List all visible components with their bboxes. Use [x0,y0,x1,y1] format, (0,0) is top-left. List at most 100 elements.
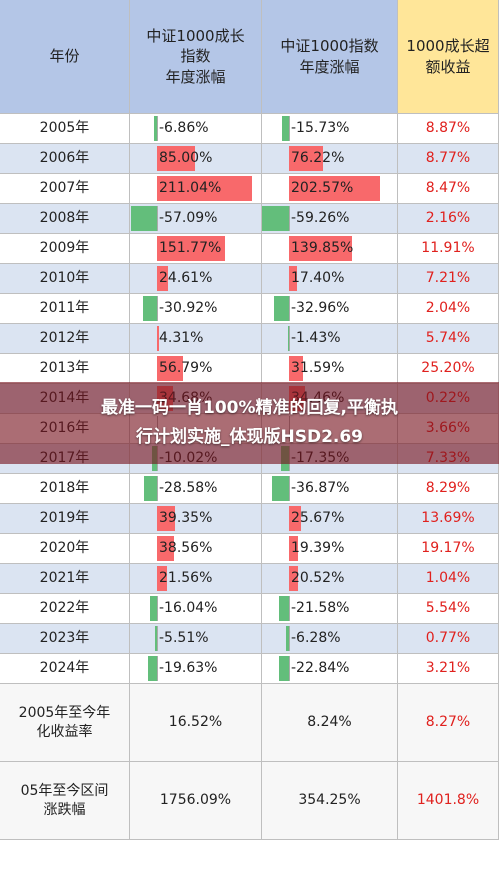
index-return-cell: 19.39% [262,534,398,564]
negative-bar [274,296,289,321]
year-cell: 2009年 [0,234,130,264]
year-cell: 2010年 [0,264,130,294]
negative-bar [149,596,157,621]
growth-return-cell: 56.79% [130,354,262,384]
year-cell: 2007年 [0,174,130,204]
zero-axis [289,326,290,351]
index-return-cell: 139.85% [262,234,398,264]
return-value: -30.92% [159,300,218,317]
return-value: 139.85% [291,240,354,257]
negative-bar [272,476,289,501]
header-excess-return: 1000成长超 额收益 [398,0,499,114]
growth-return-cell: -16.04% [130,594,262,624]
return-value: -32.96% [291,300,350,317]
positive-bar [157,176,252,201]
negative-bar [154,626,157,651]
return-value: 85.00% [159,150,213,167]
return-value: -16.04% [159,600,218,617]
return-value: 39.35% [159,510,213,527]
banner-line-1: 最准一码一肖100%精准的回复,平衡执 [101,398,398,418]
banner-line-2: 行计划实施_体现版HSD2.69 [135,427,364,447]
negative-bar [131,206,157,231]
summary-label: 05年至今区间 涨跌幅 [0,762,130,840]
return-value: 24.61% [159,270,213,287]
positive-bar [289,146,324,171]
zero-axis [157,596,158,621]
zero-axis [289,296,290,321]
zero-axis [289,596,290,621]
growth-return-cell: 24.61% [130,264,262,294]
positive-bar [289,266,297,291]
return-value: -57.09% [159,210,218,227]
year-cell: 2006年 [0,144,130,174]
return-value: 17.40% [291,270,345,287]
return-value: 76.22% [291,150,345,167]
index-return-cell: 20.52% [262,564,398,594]
positive-bar [289,566,299,591]
negative-bar [262,206,289,231]
excess-return-cell: 8.47% [398,174,499,204]
year-cell: 2020年 [0,534,130,564]
excess-return-cell: 0.77% [398,624,499,654]
year-cell: 2021年 [0,564,130,594]
positive-bar [289,506,301,531]
excess-return-cell: 11.91% [398,234,499,264]
growth-return-cell: -57.09% [130,204,262,234]
positive-bar [157,146,196,171]
zero-axis [157,296,158,321]
zero-axis [157,116,158,141]
excess-return-cell: 7.21% [398,264,499,294]
index-return-cell: -22.84% [262,654,398,684]
growth-return-cell: -5.51% [130,624,262,654]
return-value: -15.73% [291,120,350,137]
positive-bar [157,566,167,591]
return-value: 21.56% [159,570,213,587]
zero-axis [289,476,290,501]
zero-axis [157,656,158,681]
return-value: -21.58% [291,600,350,617]
excess-return-cell: 1.04% [398,564,499,594]
growth-return-cell: 151.77% [130,234,262,264]
excess-return-cell: 3.21% [398,654,499,684]
return-value: 25.67% [291,510,345,527]
return-value: 211.04% [159,180,222,197]
index-return-cell: -32.96% [262,294,398,324]
index-return-cell: 25.67% [262,504,398,534]
index-return-cell: -59.26% [262,204,398,234]
positive-bar [289,356,304,381]
growth-return-cell: 21.56% [130,564,262,594]
year-cell: 2019年 [0,504,130,534]
growth-return-cell: 4.31% [130,324,262,354]
year-cell: 2008年 [0,204,130,234]
positive-bar [289,536,298,561]
excess-return-cell: 2.16% [398,204,499,234]
return-value: 56.79% [159,360,213,377]
summary-growth-value: 1756.09% [130,762,262,840]
positive-bar [289,176,381,201]
zero-axis [157,476,158,501]
return-value: 20.52% [291,570,345,587]
zero-axis [289,116,290,141]
year-cell: 2024年 [0,654,130,684]
return-value: -36.87% [291,480,350,497]
return-value: 38.56% [159,540,213,557]
negative-bar [278,656,289,681]
return-value: -28.58% [159,480,218,497]
negative-bar [281,116,289,141]
excess-return-cell: 2.04% [398,294,499,324]
negative-bar [279,596,289,621]
positive-bar [289,236,352,261]
negative-bar [286,626,289,651]
excess-return-cell: 13.69% [398,504,499,534]
negative-bar [153,116,157,141]
index-return-cell: 31.59% [262,354,398,384]
positive-bar [157,536,175,561]
growth-return-cell: -6.86% [130,114,262,144]
growth-return-cell: 39.35% [130,504,262,534]
excess-return-cell: 8.29% [398,474,499,504]
index-return-cell: -1.43% [262,324,398,354]
excess-return-cell: 8.87% [398,114,499,144]
year-cell: 2012年 [0,324,130,354]
year-cell: 2005年 [0,114,130,144]
year-cell: 2018年 [0,474,130,504]
